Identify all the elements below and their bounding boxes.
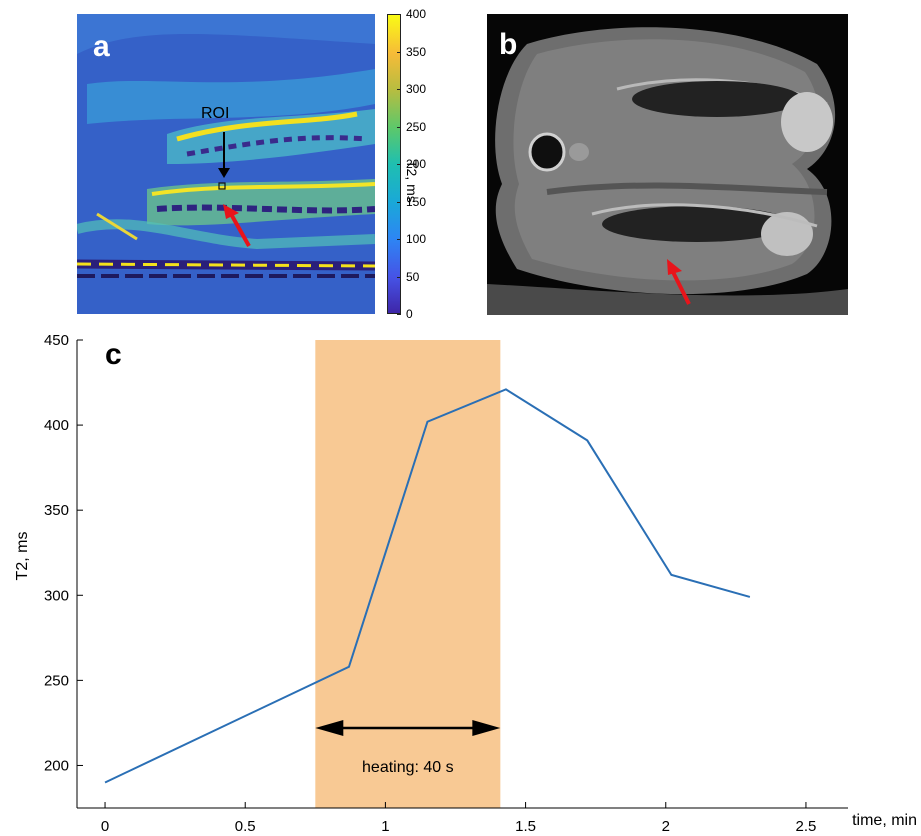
colorbar-tick-label: 250 [406, 119, 427, 134]
colorbar-tick-label: 150 [406, 194, 427, 209]
colorbar-tick-label: 350 [406, 44, 427, 59]
colorbar-tick-mark [397, 201, 401, 203]
panel-b-label: b [499, 28, 518, 61]
x-axis-label: time, min [852, 812, 917, 829]
heating-region [315, 340, 501, 808]
y-tick-label: 450 [44, 332, 69, 349]
colorbar-tick-mark [397, 51, 401, 53]
x-tick-label: 1 [381, 818, 389, 835]
red-arrow-b [671, 271, 691, 305]
panel-a-label: a [93, 30, 110, 63]
y-tick-label: 350 [44, 502, 69, 519]
x-tick-label: 2.5 [796, 818, 817, 835]
t2-map-graphic [77, 14, 375, 314]
colorbar-label: T2, ms [404, 160, 420, 203]
colorbar-tick-mark [397, 14, 401, 15]
colorbar-tick-label: 0 [406, 307, 413, 321]
heating-label: heating: 40 s [362, 759, 454, 776]
colorbar-tick-mark [397, 314, 401, 315]
y-tick-label: 300 [44, 587, 69, 604]
y-tick-label: 400 [44, 417, 69, 434]
y-tick-label: 250 [44, 672, 69, 689]
heating-arrow-left-head [315, 720, 344, 736]
x-tick-label: 0 [101, 818, 109, 835]
mri-graphic [487, 14, 848, 315]
y-tick-label: 200 [44, 757, 69, 774]
colorbar-tick-mark [397, 164, 401, 165]
t2-map-image: a ROI [77, 14, 375, 314]
roi-marker [218, 182, 226, 190]
colorbar-tick-mark [397, 239, 401, 240]
x-tick-label: 2 [662, 818, 670, 835]
colorbar-tick-mark [397, 89, 401, 90]
x-tick-label: 1.5 [515, 818, 536, 835]
colorbar-tick-mark [397, 126, 401, 128]
colorbar-tick-label: 200 [406, 157, 427, 171]
heating-arrow-right-head [472, 720, 501, 736]
colorbar-tick-label: 400 [406, 7, 427, 21]
panel-c-label: c [105, 338, 122, 371]
colorbar-tick-label: 50 [406, 269, 420, 284]
roi-label: ROI [201, 105, 230, 122]
colorbar-tick-label: 300 [406, 82, 427, 96]
t2-time-chart: 200 250 300 350 400 450 0 0.5 1 1.5 2 2.5 time, min T… [14, 332, 917, 835]
y-axis-label: T2, ms [14, 532, 31, 581]
red-arrow-a [229, 213, 251, 247]
colorbar-tick-mark [397, 276, 401, 278]
x-tick-label: 0.5 [235, 818, 256, 835]
colorbar-tick-label: 100 [406, 232, 427, 246]
mri-image: b [487, 14, 848, 315]
